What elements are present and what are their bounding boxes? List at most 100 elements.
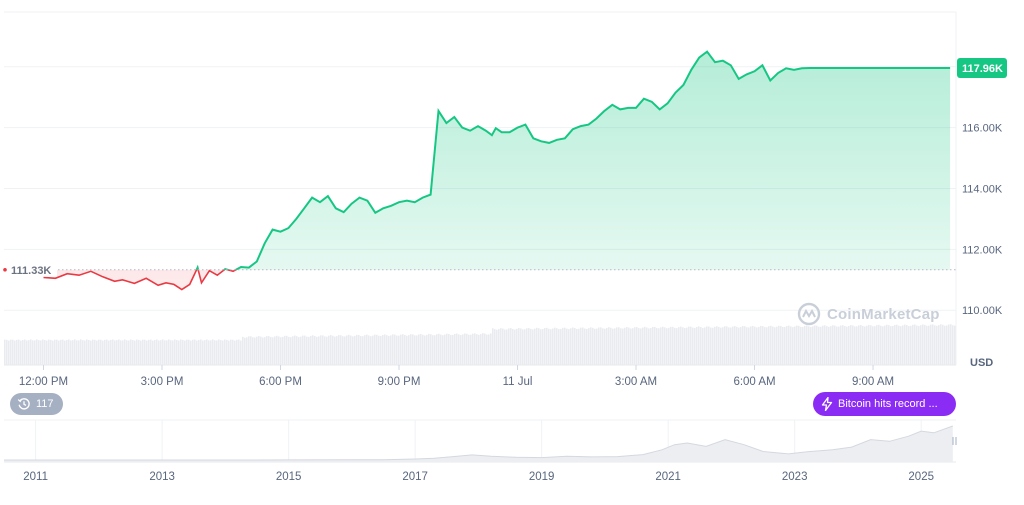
- volume-bar: [190, 340, 192, 365]
- volume-bar: [772, 326, 774, 365]
- volume-bar: [560, 328, 562, 365]
- volume-bar: [684, 328, 686, 365]
- volume-bar: [256, 336, 258, 365]
- volume-bar: [620, 328, 622, 365]
- volume-bar: [50, 339, 52, 365]
- volume-bar: [300, 336, 302, 365]
- volume-bar: [682, 327, 684, 365]
- volume-bar: [506, 329, 508, 365]
- volume-bar: [286, 335, 288, 365]
- overview-x-tick-label: 2021: [655, 471, 681, 483]
- volume-bar: [948, 324, 950, 365]
- volume-bar: [926, 325, 928, 365]
- volume-bar: [578, 328, 580, 365]
- volume-bar: [304, 335, 306, 365]
- volume-bar: [756, 327, 758, 365]
- volume-bar: [474, 333, 476, 365]
- volume-bar: [238, 339, 240, 365]
- volume-bar: [426, 334, 428, 365]
- volume-bar: [274, 336, 276, 365]
- volume-bar: [352, 336, 354, 365]
- volume-bar: [126, 340, 128, 365]
- volume-bar: [644, 326, 646, 365]
- volume-bar: [798, 325, 800, 365]
- volume-bar: [86, 339, 88, 365]
- volume-bar: [934, 325, 936, 365]
- volume-bar: [518, 327, 520, 365]
- volume-bar: [714, 326, 716, 365]
- y-tick-label: 114.00K: [962, 184, 1003, 196]
- volume-bar: [164, 340, 166, 365]
- volume-bar: [742, 326, 744, 365]
- volume-bar: [512, 329, 514, 365]
- volume-bar: [748, 327, 750, 365]
- volume-bar: [524, 329, 526, 365]
- history-button[interactable]: 117: [10, 393, 63, 415]
- volume-bar: [102, 340, 104, 365]
- lightning-icon: [821, 397, 833, 411]
- volume-bar: [584, 328, 586, 365]
- volume-bar: [158, 340, 160, 365]
- volume-bar: [264, 337, 266, 365]
- volume-bar: [804, 325, 806, 365]
- volume-bar: [280, 337, 282, 365]
- volume-bar: [334, 336, 336, 365]
- volume-bar: [540, 329, 542, 365]
- volume-bar: [790, 326, 792, 365]
- volume-bar: [224, 339, 226, 365]
- volume-bar: [202, 340, 204, 365]
- volume-bar: [166, 340, 168, 365]
- volume-bar: [82, 340, 84, 365]
- volume-bar: [316, 336, 318, 365]
- volume-bar: [218, 339, 220, 365]
- volume-bar: [788, 325, 790, 365]
- volume-bar: [60, 339, 62, 365]
- volume-bar: [586, 328, 588, 365]
- volume-bar: [930, 324, 932, 365]
- volume-bar: [234, 340, 236, 365]
- volume-bar: [388, 335, 390, 365]
- volume-bar: [946, 325, 948, 365]
- news-event-button[interactable]: Bitcoin hits record ...: [813, 392, 956, 416]
- volume-bar: [912, 324, 914, 365]
- volume-bar: [882, 326, 884, 365]
- volume-bar: [446, 333, 448, 365]
- watermark: CoinMarketCap: [797, 302, 940, 326]
- volume-bar: [362, 336, 364, 365]
- volume-bar: [384, 334, 386, 365]
- price-lines: [43, 50, 951, 291]
- volume-bar: [844, 326, 846, 365]
- currency-label: USD: [970, 357, 993, 369]
- volume-bar: [866, 325, 868, 365]
- volume-bar: [800, 326, 802, 365]
- volume-bar: [938, 325, 940, 365]
- volume-bar: [562, 327, 564, 365]
- volume-bar: [200, 339, 202, 365]
- volume-bar: [608, 327, 610, 365]
- x-tick-label: 12:00 PM: [19, 376, 68, 388]
- volume-bar: [236, 339, 238, 365]
- volume-bar: [906, 325, 908, 365]
- volume-bar: [554, 327, 556, 365]
- volume-bar: [818, 326, 820, 365]
- volume-bar: [28, 340, 30, 365]
- x-tick-label: 6:00 PM: [259, 376, 302, 388]
- volume-bar: [918, 326, 920, 365]
- volume-bar: [340, 335, 342, 365]
- volume-bar: [876, 325, 878, 365]
- volume-bar: [650, 328, 652, 365]
- volume-bar: [498, 329, 500, 365]
- volume-bar: [16, 339, 18, 365]
- overview-handle[interactable]: [952, 437, 957, 445]
- overview-chart: [4, 419, 956, 463]
- volume-bar: [726, 326, 728, 365]
- overview-x-tick-label: 2013: [149, 471, 175, 483]
- volume-bar: [728, 327, 730, 365]
- volume-bar: [344, 336, 346, 365]
- volume-bar: [528, 327, 530, 365]
- volume-bar: [404, 334, 406, 365]
- volume-bar: [394, 334, 396, 365]
- volume-bar: [846, 326, 848, 365]
- volume-bar: [922, 324, 924, 365]
- volume-bar: [494, 329, 496, 365]
